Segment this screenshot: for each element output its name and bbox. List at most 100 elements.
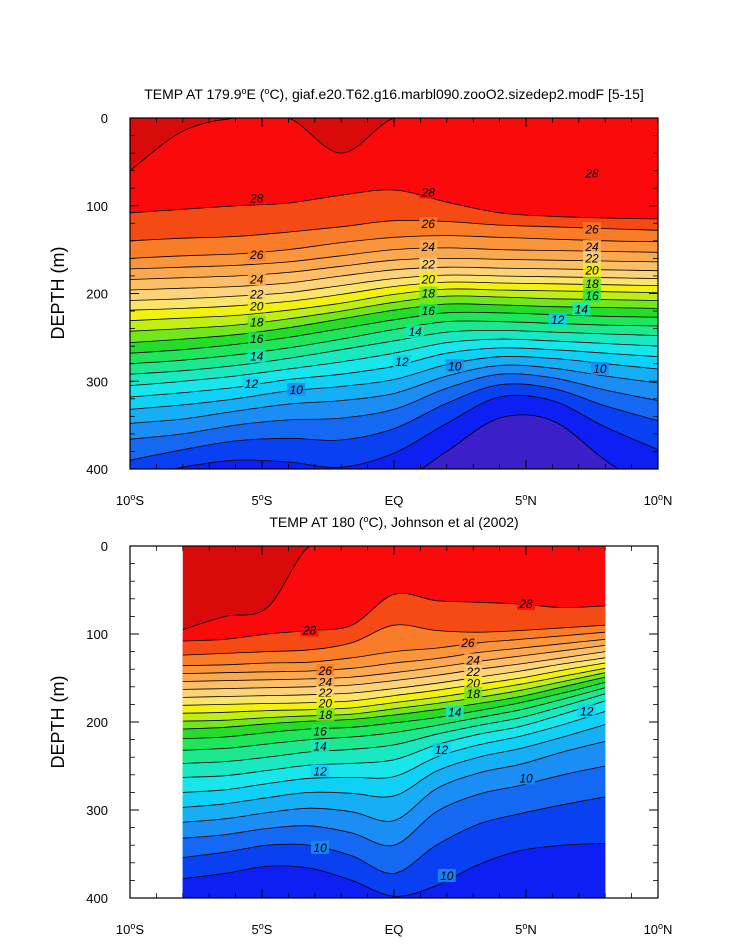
bottom-contour-label-22: 22 [318,686,333,700]
bottom-isotherm-25 [182,638,606,674]
top-contour-label-16: 16 [422,304,436,318]
top-isotherm-7 [421,414,619,469]
top-contour-label-bg [445,359,464,373]
top-contour-label-26: 26 [249,248,264,262]
top-plot-area [130,118,658,469]
top-isotherm-12 [130,355,658,410]
bottom-contour-label-12: 12 [580,704,594,718]
top-contour-label-16: 16 [250,332,264,346]
top-contour-label-bg [583,222,601,236]
bottom-contour-label-bg [316,696,335,710]
bottom-contour-label-12: 12 [435,743,449,757]
top-isotherm-18 [130,303,658,343]
bottom-xtick-label: EQ [385,922,404,937]
top-xtick-label: EQ [385,493,404,508]
top-contour-label-bg [247,247,266,261]
top-contour-label-28: 28 [249,192,264,206]
top-contour-label-24: 24 [584,240,599,254]
top-panel: TEMP AT 179.9oE (oC), giaf.e20.T62.g16.m… [48,86,672,508]
bottom-contour-label-bg [300,623,319,637]
top-contour-label-20: 20 [421,272,436,286]
bottom-contour-label-28: 28 [302,623,317,637]
bottom-isotherm-14 [182,700,606,778]
top-contour-label-bg [247,287,266,301]
bottom-isotherm-20 [182,667,606,714]
top-contour-label-bg [419,257,438,271]
top-isotherm-21 [130,281,658,311]
bottom-contour-label-bg [458,635,477,649]
top-ytick-label: 300 [86,374,108,389]
bottom-isotherm-21 [182,662,606,706]
bottom-ytick-label: 200 [86,715,108,730]
bottom-contour-label-bg [517,597,535,611]
top-xtick-label: 5oS [252,492,273,508]
top-contour-label-18: 18 [585,277,599,291]
top-contour-label-22: 22 [249,287,264,301]
top-contour-label-bg [583,239,601,253]
bottom-isotherm-22 [182,657,606,698]
top-contour-label-bg [247,315,266,329]
top-contour-label-bg [419,272,438,286]
top-ytick-label: 0 [101,111,108,126]
top-isotherm-24 [130,257,658,280]
bottom-isotherm-12 [182,724,606,808]
bottom-isotherm-19 [182,672,606,722]
bottom-isotherm-29 [182,546,606,630]
top-isotherm-8 [172,394,658,469]
bottom-contour-label-24: 24 [466,653,481,667]
bottom-isotherm-11 [182,741,606,823]
bottom-contour-label-bg [464,686,483,700]
top-contour-label-bg [419,304,438,318]
top-isotherm-20 [130,288,658,322]
top-contour-label-12: 12 [395,355,409,369]
bottom-contour-label-bg [437,869,456,882]
bottom-panel: TEMP AT 180 (oC), Johnson et al (2002) 2… [48,514,672,937]
bottom-isotherm-23 [182,651,606,690]
top-contour-label-bg [392,354,411,368]
top-panel-title: TEMP AT 179.9oE (oC), giaf.e20.T62.g16.m… [144,86,644,102]
bottom-isotherm-17 [182,682,606,740]
bottom-contour-label-bg [316,663,335,677]
bottom-contour-label-bg [464,664,483,678]
top-contour-label-bg [419,239,438,253]
top-isotherm-29 [130,118,658,172]
bottom-contour-label-bg [311,840,330,854]
bottom-fill-below-8 [182,843,606,898]
bottom-isotherm-16 [182,687,606,751]
top-contour-label-bg [583,263,601,277]
top-contour-label-bg [419,217,438,231]
bottom-isotherm-27 [182,624,606,656]
top-isotherm-22 [130,274,658,301]
bottom-contour-label-14: 14 [313,740,327,754]
top-contour-label-bg [287,383,306,397]
bottom-contour-label-14: 14 [448,705,462,719]
top-isotherm-28 [130,189,658,220]
top-contour-label-bg [247,272,266,286]
top-contour-label-bg [419,286,438,300]
top-contour-label-bg [247,332,266,346]
top-fill-below-7 [421,414,618,469]
top-isotherm-15 [130,329,658,375]
bottom-contour-label-20: 20 [318,697,333,711]
bottom-contour-label-26: 26 [460,636,475,650]
bottom-contour-label-bg [517,771,535,785]
top-isotherm-27 [130,219,658,242]
top-isotherm-9 [130,383,658,461]
top-contour-label-10: 10 [448,359,462,373]
bottom-contour-label-bg [316,707,335,721]
top-isotherm-23 [130,266,658,291]
top-contour-label-12: 12 [245,377,259,391]
top-isotherm-14 [130,338,658,386]
bottom-isotherm-9 [182,796,606,874]
top-contour-label-20: 20 [249,300,264,314]
top-contour-label-28: 28 [584,166,599,180]
bottom-contour-label-20: 20 [466,676,481,690]
bottom-ytick-label: 0 [101,539,108,554]
bottom-isotherm-13 [182,711,606,793]
top-isotherm-26 [130,235,658,259]
top-contour-label-24: 24 [249,272,264,286]
bottom-contour-lines [182,546,606,897]
top-contour-label-16: 16 [585,289,599,303]
bottom-contour-label-bg [464,653,483,667]
